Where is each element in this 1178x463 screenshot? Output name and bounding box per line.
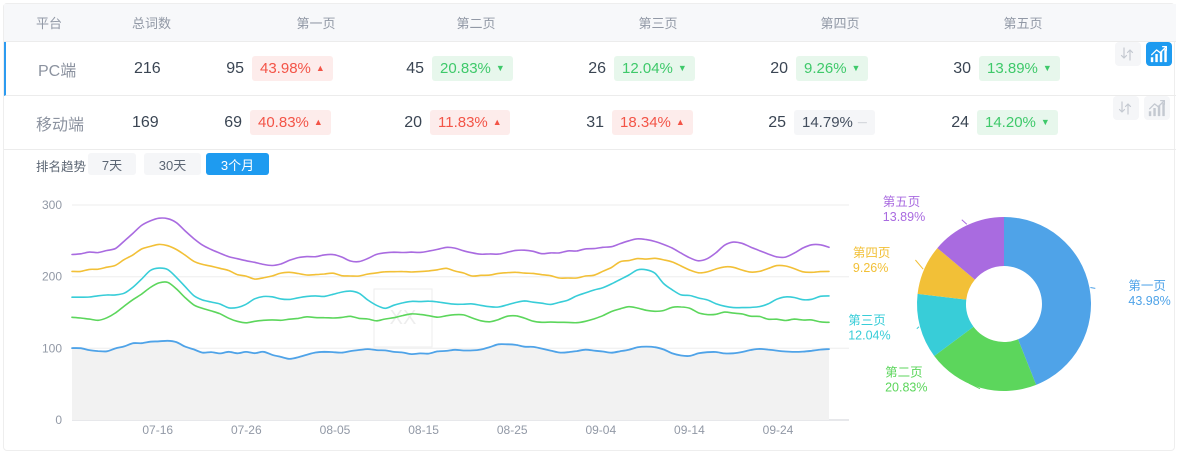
svg-text:08-15: 08-15: [408, 423, 439, 437]
svg-text:9.26%: 9.26%: [853, 261, 888, 275]
svg-text:第四页: 第四页: [853, 246, 891, 260]
svg-text:07-26: 07-26: [231, 423, 262, 437]
svg-text:300: 300: [42, 198, 62, 212]
svg-text:12.04%: 12.04%: [848, 329, 890, 343]
svg-text:第三页: 第三页: [848, 314, 886, 328]
svg-text:09-04: 09-04: [585, 423, 616, 437]
svg-text:第五页: 第五页: [883, 195, 921, 209]
svg-text:100: 100: [42, 341, 62, 355]
svg-text:07-16: 07-16: [142, 423, 173, 437]
svg-text:第二页: 第二页: [885, 366, 923, 380]
svg-text:200: 200: [42, 270, 62, 284]
svg-text:13.89%: 13.89%: [883, 210, 925, 224]
svg-text:08-05: 08-05: [320, 423, 351, 437]
svg-text:09-24: 09-24: [763, 423, 794, 437]
svg-text:第一页: 第一页: [1128, 279, 1166, 293]
svg-text:43.98%: 43.98%: [1128, 294, 1170, 308]
svg-text:09-14: 09-14: [674, 423, 705, 437]
svg-text:08-25: 08-25: [497, 423, 528, 437]
svg-text:0: 0: [55, 413, 62, 427]
svg-text:20.83%: 20.83%: [885, 381, 927, 395]
